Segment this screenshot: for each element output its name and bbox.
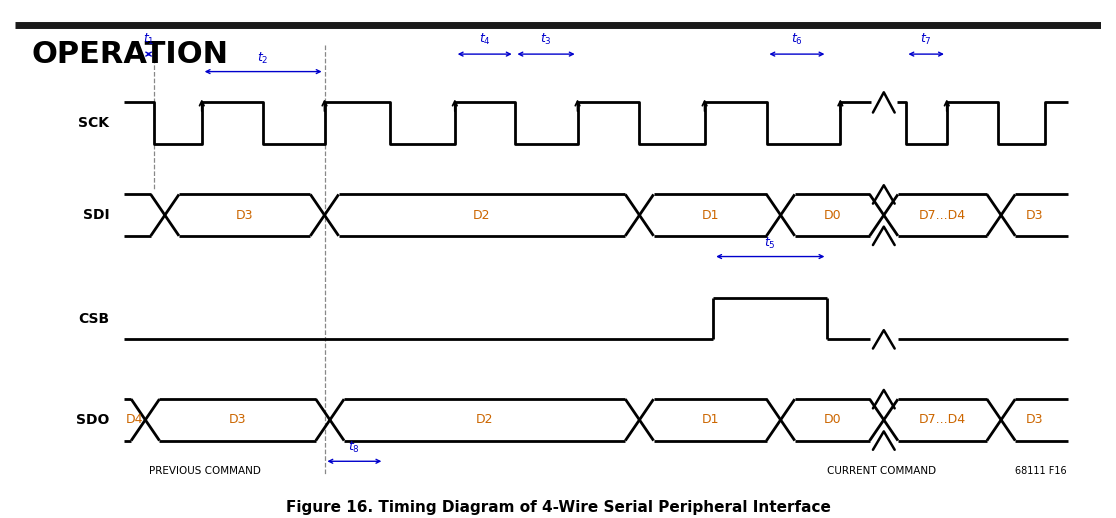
- Text: OPERATION: OPERATION: [31, 40, 229, 69]
- Text: SDO: SDO: [76, 413, 109, 427]
- Text: D4: D4: [126, 413, 143, 426]
- Text: $t_1$: $t_1$: [143, 32, 154, 47]
- Text: $t_5$: $t_5$: [764, 236, 776, 251]
- Text: SCK: SCK: [78, 116, 109, 130]
- Text: D2: D2: [475, 413, 493, 426]
- Text: $t_3$: $t_3$: [540, 32, 552, 47]
- Text: 68111 F16: 68111 F16: [1014, 466, 1066, 476]
- Text: CSB: CSB: [78, 312, 109, 326]
- Text: D2: D2: [473, 209, 491, 222]
- Text: D3: D3: [229, 413, 247, 426]
- Text: CURRENT COMMAND: CURRENT COMMAND: [827, 466, 936, 476]
- Text: D1: D1: [701, 209, 719, 222]
- Text: D7...D4: D7...D4: [918, 413, 966, 426]
- Text: D3: D3: [1026, 413, 1043, 426]
- Text: Figure 16. Timing Diagram of 4-Wire Serial Peripheral Interface: Figure 16. Timing Diagram of 4-Wire Seri…: [286, 500, 830, 515]
- Text: SDI: SDI: [83, 208, 109, 222]
- Text: D1: D1: [701, 413, 719, 426]
- Text: D3: D3: [1026, 209, 1043, 222]
- Text: D0: D0: [824, 209, 841, 222]
- Text: PREVIOUS COMMAND: PREVIOUS COMMAND: [150, 466, 261, 476]
- Text: $t_6$: $t_6$: [791, 32, 802, 47]
- Text: D0: D0: [824, 413, 841, 426]
- Text: D3: D3: [235, 209, 253, 222]
- Text: $t_7$: $t_7$: [921, 32, 932, 47]
- Text: $t_2$: $t_2$: [258, 51, 269, 66]
- Text: D7...D4: D7...D4: [918, 209, 966, 222]
- Text: $t_4$: $t_4$: [479, 32, 491, 47]
- Text: $t_8$: $t_8$: [348, 440, 360, 455]
